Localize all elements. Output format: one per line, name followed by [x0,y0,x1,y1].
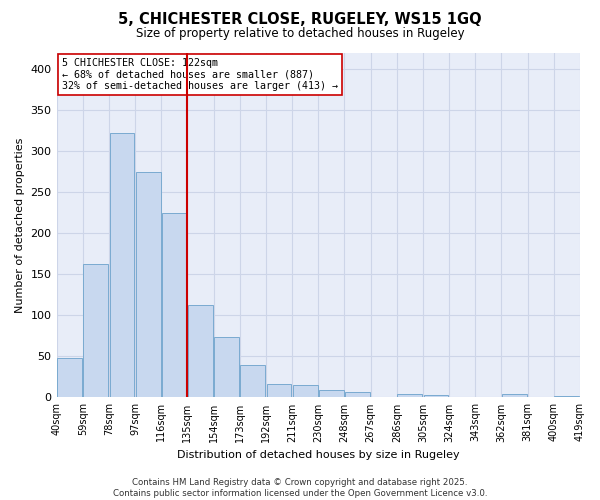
Bar [554,396,580,398]
Bar [293,385,317,398]
X-axis label: Distribution of detached houses by size in Rugeley: Distribution of detached houses by size … [177,450,460,460]
Bar [83,264,108,398]
Text: 5, CHICHESTER CLOSE, RUGELEY, WS15 1GQ: 5, CHICHESTER CLOSE, RUGELEY, WS15 1GQ [118,12,482,28]
Bar [110,133,134,398]
Bar [319,390,344,398]
Text: 5 CHICHESTER CLOSE: 122sqm
← 68% of detached houses are smaller (887)
32% of sem: 5 CHICHESTER CLOSE: 122sqm ← 68% of deta… [62,58,338,91]
Bar [214,338,239,398]
Bar [502,394,527,398]
Bar [345,392,370,398]
Bar [397,394,422,398]
Bar [57,358,82,398]
Bar [136,172,161,398]
Bar [241,364,265,398]
Bar [188,304,213,398]
Bar [266,384,292,398]
Text: Contains HM Land Registry data © Crown copyright and database right 2025.
Contai: Contains HM Land Registry data © Crown c… [113,478,487,498]
Bar [162,212,187,398]
Text: Size of property relative to detached houses in Rugeley: Size of property relative to detached ho… [136,28,464,40]
Bar [424,395,448,398]
Y-axis label: Number of detached properties: Number of detached properties [15,138,25,312]
